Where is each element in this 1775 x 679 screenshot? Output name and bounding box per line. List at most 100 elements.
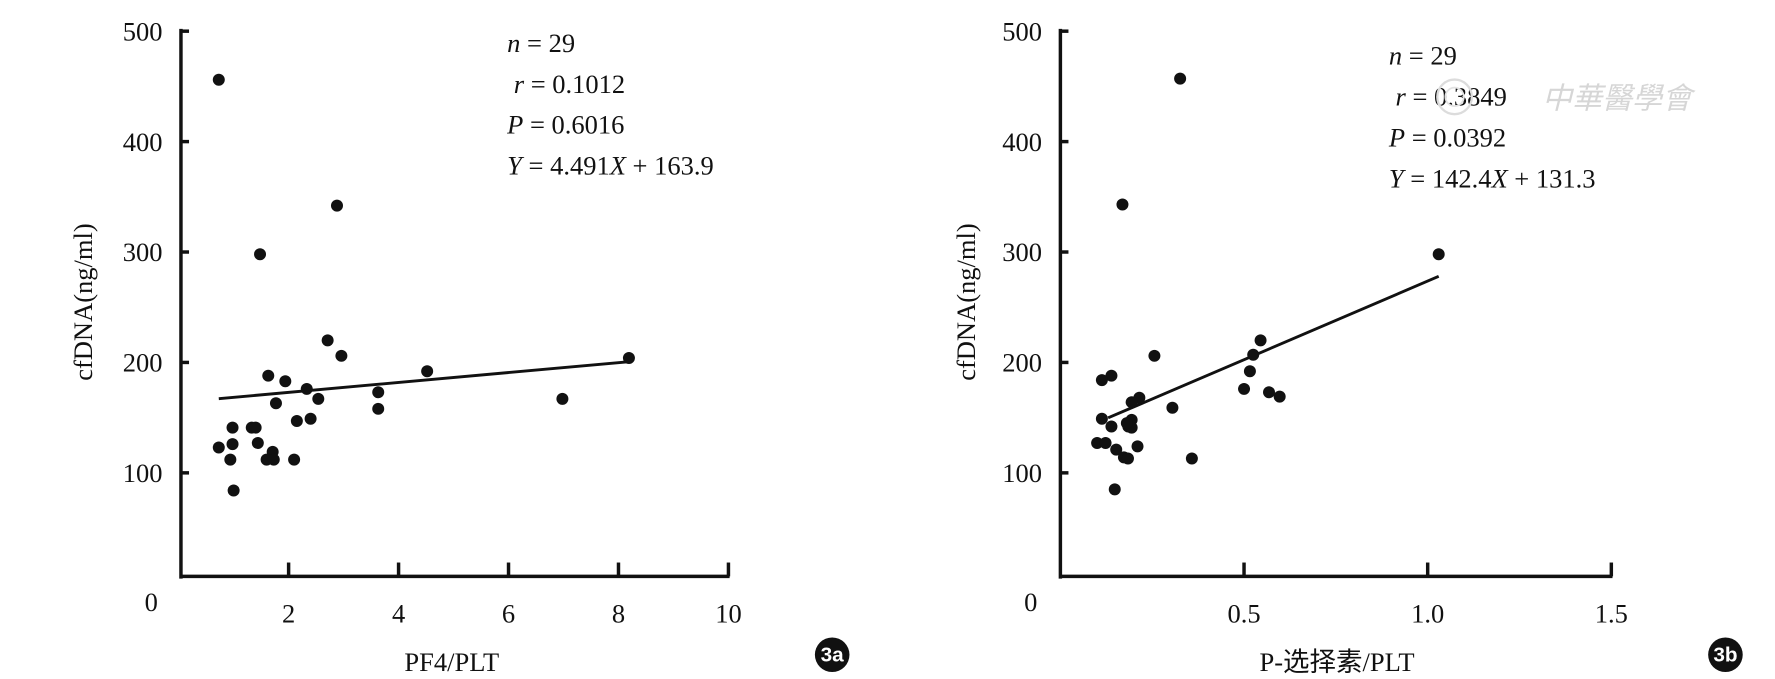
data-point	[1105, 420, 1118, 433]
data-point	[1432, 248, 1445, 261]
y-tick-label: 500	[1002, 16, 1042, 46]
data-point	[1247, 348, 1260, 361]
equation-intercept: + 131.3	[1508, 163, 1596, 193]
y-tick-label: 100	[1002, 458, 1042, 488]
equation-y: Y	[507, 151, 525, 181]
x-tick-label: 10	[715, 598, 742, 628]
stat-p-value: = 0.0392	[1405, 122, 1506, 152]
data-point	[1148, 349, 1161, 362]
x-axis-label: PF4/PLT	[404, 647, 499, 677]
watermark-logo: 中華醫學會	[1436, 78, 1696, 116]
data-point	[1099, 437, 1112, 450]
x-tick-label: 4	[392, 598, 405, 628]
data-point	[421, 365, 434, 378]
data-point	[1121, 452, 1134, 465]
data-point	[251, 437, 264, 450]
x-tick-label: 8	[612, 598, 625, 628]
stat-r-value: = 0.3849	[1406, 82, 1507, 112]
data-point	[1243, 365, 1256, 378]
stats-line: Y = 142.4X + 131.3	[1389, 163, 1596, 193]
data-point	[1166, 401, 1179, 414]
equation-slope: = 4.491	[522, 151, 610, 181]
y-tick-label: 400	[1002, 127, 1042, 157]
data-point	[267, 453, 280, 466]
data-point	[556, 392, 569, 405]
equation-x: X	[1490, 163, 1509, 193]
data-point	[1125, 396, 1138, 409]
stat-p-label: P	[506, 110, 523, 140]
data-point	[321, 334, 334, 347]
x-axis-label: P-选择素/PLT	[1259, 647, 1414, 677]
stats-line: r = 0.1012	[507, 69, 625, 99]
data-point	[227, 484, 240, 497]
y-tick-label: 300	[1002, 237, 1042, 267]
data-point	[288, 453, 301, 466]
data-point	[1185, 452, 1198, 465]
equation-intercept: + 163.9	[626, 151, 714, 181]
chart-3a: 0 100 200 300 400 500 2 4 6 8 10 PF4/PLT cfDNA(ng/ml…	[68, 16, 850, 677]
data-point	[262, 369, 275, 382]
stat-n-value: = 29	[1402, 41, 1457, 71]
data-point	[1254, 334, 1267, 347]
panel-badge	[1708, 637, 1743, 673]
data-point	[1091, 437, 1104, 450]
data-point	[1095, 412, 1108, 425]
stat-p-value: = 0.6016	[523, 110, 624, 140]
data-point	[335, 349, 348, 362]
data-point	[1131, 440, 1144, 453]
y-tick-label: 300	[123, 237, 163, 267]
regression-line	[1107, 275, 1440, 420]
data-point	[1116, 198, 1129, 211]
data-point	[1108, 483, 1121, 496]
data-point	[279, 375, 292, 388]
data-point	[1238, 382, 1251, 395]
panel-label: 3a	[821, 644, 845, 667]
data-point	[312, 392, 325, 405]
x-tick-label: 2	[282, 598, 295, 628]
x-tick-label: 0.5	[1227, 598, 1260, 628]
y-tick-label: 200	[123, 348, 163, 378]
y-tick-label: 100	[123, 458, 163, 488]
stat-r-value: = 0.1012	[524, 69, 625, 99]
stats-line: r = 0.3849	[1389, 82, 1507, 112]
stat-r-label: r	[1389, 82, 1407, 112]
data-point	[212, 441, 225, 454]
chart-3b: 0 100 200 300 400 500 0.5 1.0 1.5 P-选择素/PLT cfDNA(…	[951, 16, 1743, 677]
y-tick-label: 0	[145, 587, 158, 617]
data-point	[330, 199, 343, 212]
data-point	[1263, 386, 1276, 399]
data-point	[249, 421, 262, 434]
data-point	[226, 421, 239, 434]
data-point	[212, 73, 225, 86]
x-tick-label: 6	[502, 598, 515, 628]
stat-n-value: = 29	[520, 28, 575, 58]
y-tick-label: 0	[1024, 587, 1037, 617]
data-point	[622, 352, 635, 365]
x-tick-label: 1.0	[1411, 598, 1444, 628]
data-point	[1174, 72, 1187, 85]
data-point	[372, 386, 385, 399]
panel-label: 3b	[1713, 644, 1737, 667]
data-point	[269, 397, 282, 410]
equation-x: X	[609, 151, 628, 181]
data-point	[372, 402, 385, 415]
panel-badge	[814, 637, 850, 673]
stat-n-label: n	[1389, 41, 1402, 71]
x-tick-label: 1.5	[1595, 598, 1628, 628]
data-point	[254, 248, 267, 261]
stat-p-label: P	[1388, 122, 1405, 152]
stats-line: Y = 4.491X + 163.9	[507, 151, 714, 181]
data-point	[1095, 374, 1108, 387]
data-point	[1120, 417, 1133, 430]
stats-line: n = 29	[1389, 41, 1457, 71]
watermark-text: 中華醫學會	[1542, 81, 1696, 116]
regression-line	[218, 360, 630, 401]
stat-r-label: r	[507, 69, 525, 99]
stats-line: n = 29	[507, 28, 575, 58]
stat-n-label: n	[507, 28, 520, 58]
y-tick-label: 400	[123, 127, 163, 157]
data-point	[1273, 390, 1286, 403]
data-point	[1110, 443, 1123, 456]
y-axis-label: cfDNA(ng/ml)	[951, 223, 981, 381]
